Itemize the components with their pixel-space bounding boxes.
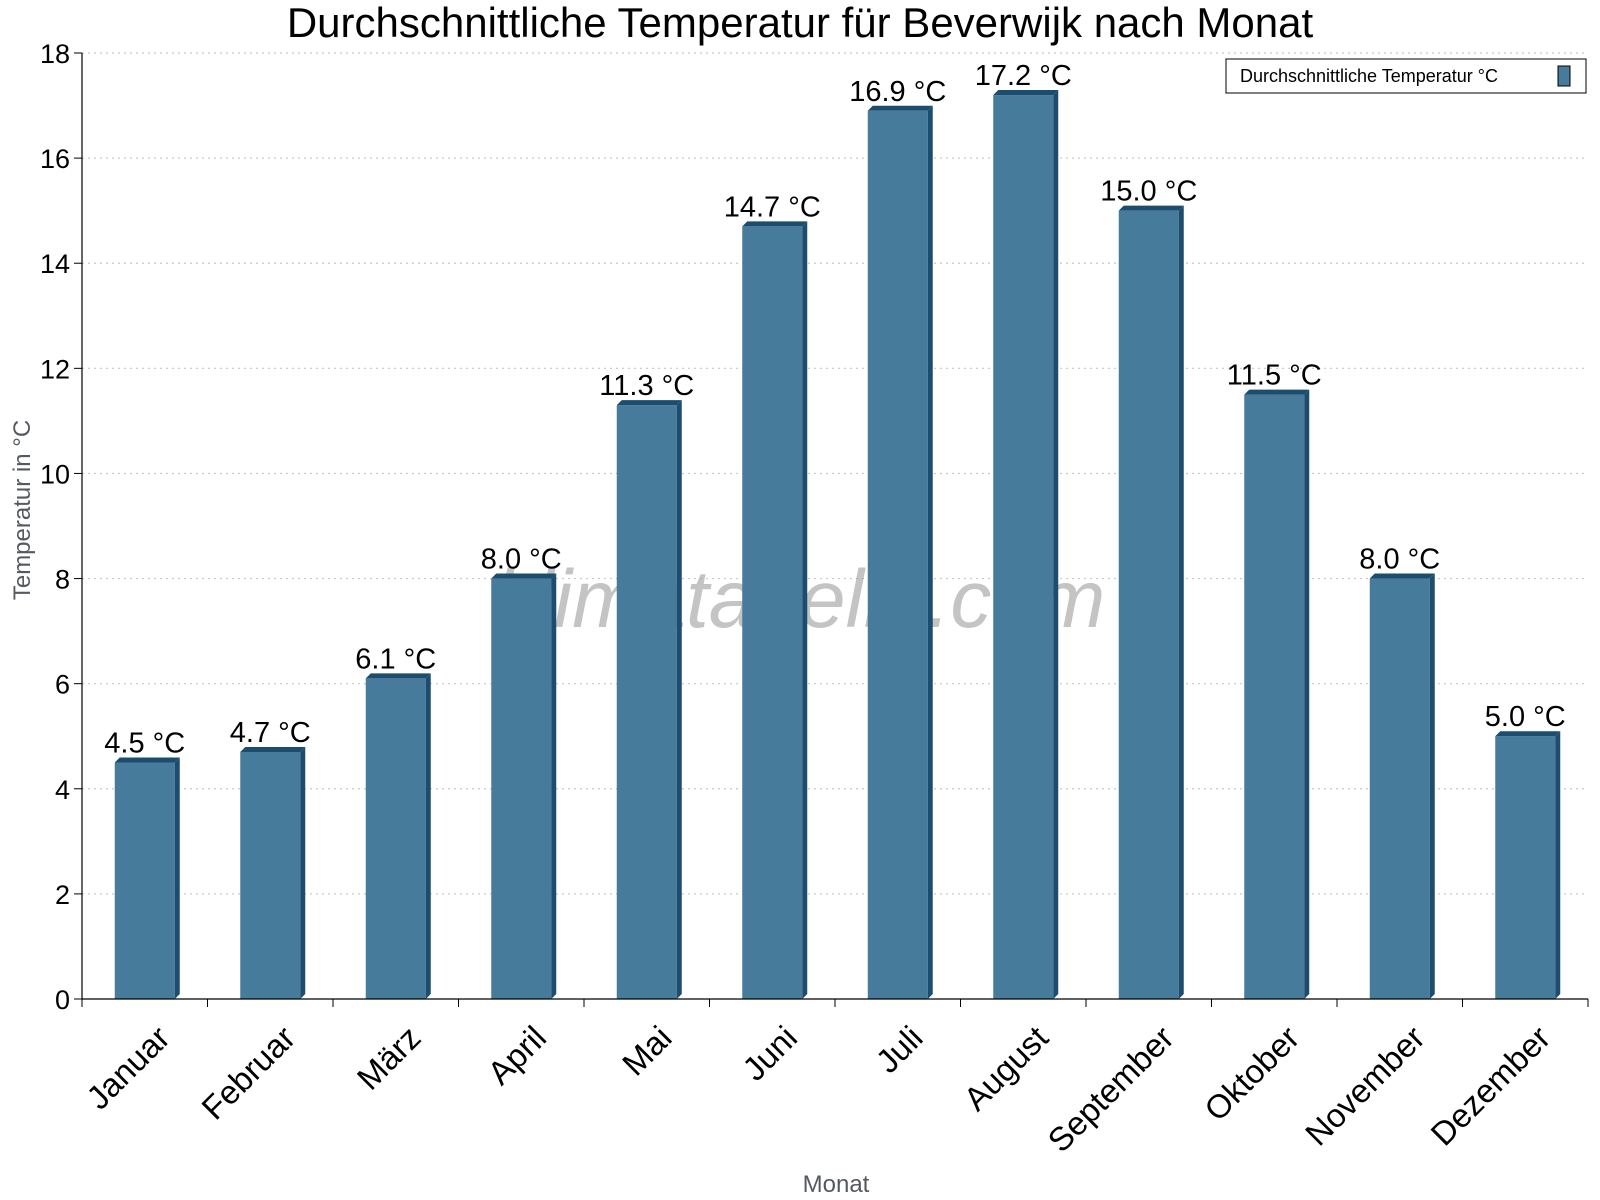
bar-side xyxy=(300,746,306,999)
bar-top xyxy=(491,573,557,579)
data-label: 4.7 °C xyxy=(230,717,311,749)
data-label: 8.0 °C xyxy=(481,544,562,576)
y-tick-label: 0 xyxy=(55,985,70,1015)
y-tick-label: 4 xyxy=(55,775,70,805)
data-label: 11.5 °C xyxy=(1227,360,1322,392)
y-tick-label: 10 xyxy=(40,459,70,489)
x-tick-labels: Januar Februar März April Mai Juni Juli AugustS… xyxy=(79,1019,1557,1159)
gridlines xyxy=(82,52,1588,895)
bar-top xyxy=(867,105,933,111)
x-tick-label: Februar xyxy=(194,1019,302,1127)
y-tick-label: 2 xyxy=(55,880,70,910)
x-tick-label: März xyxy=(350,1019,428,1097)
bar xyxy=(742,221,808,999)
y-tick-label: 14 xyxy=(40,249,70,279)
bar-face xyxy=(1118,210,1179,999)
bar-side xyxy=(1304,389,1310,1000)
y-tick-label: 18 xyxy=(40,39,70,69)
legend-box xyxy=(1225,58,1587,94)
bar-top xyxy=(1495,731,1561,737)
bar-side xyxy=(1429,573,1435,999)
bar xyxy=(867,105,933,1000)
bar-side xyxy=(1555,731,1561,999)
x-tick-label: Juni xyxy=(735,1019,804,1088)
x-tick-label: Januar xyxy=(79,1019,177,1117)
x-tick-label: April xyxy=(480,1019,553,1092)
bar-top xyxy=(616,400,682,406)
bar-side xyxy=(174,757,180,999)
legend-entry: Durchschnittliche Temperatur °C xyxy=(1240,66,1498,86)
x-tick-label: Dezember xyxy=(1423,1019,1557,1153)
bar xyxy=(1244,389,1310,1000)
y-tick-label: 12 xyxy=(40,354,70,384)
data-label: 8.0 °C xyxy=(1359,544,1440,576)
bar-top xyxy=(742,221,808,227)
bar-side xyxy=(425,673,431,999)
bar-face xyxy=(240,751,301,999)
data-label: 16.9 °C xyxy=(849,76,946,108)
bar xyxy=(993,90,1059,1000)
bar-face xyxy=(616,405,677,1000)
data-label: 14.7 °C xyxy=(724,191,821,223)
y-axis-label: Temperatur in °C xyxy=(9,420,36,600)
bar-top xyxy=(993,90,1059,96)
legend-swatch xyxy=(1557,65,1571,87)
bars xyxy=(114,90,1561,1000)
bar-side xyxy=(802,221,808,999)
bar xyxy=(365,673,431,999)
bar-face xyxy=(491,578,552,999)
legend: Durchschnittliche Temperatur °C xyxy=(1225,58,1587,94)
bar-top xyxy=(1244,389,1310,395)
bar-face xyxy=(1369,578,1430,999)
bar-side xyxy=(927,105,933,1000)
bar-top xyxy=(365,673,431,679)
data-label: 17.2 °C xyxy=(975,60,1072,92)
y-tick-label: 16 xyxy=(40,144,70,174)
data-label: 4.5 °C xyxy=(104,728,185,760)
bar-top xyxy=(114,757,180,763)
data-label: 15.0 °C xyxy=(1100,176,1197,208)
bar-top xyxy=(1118,205,1184,211)
x-tick-label: November xyxy=(1298,1019,1432,1153)
bar-face xyxy=(867,110,928,1000)
bar xyxy=(616,400,682,1000)
data-label: 11.3 °C xyxy=(599,370,694,402)
x-tick-label: August xyxy=(956,1019,1055,1118)
data-labels: 4.5 °C 4.7 °C 6.1 °C 8.0 °C 11.3 °C 14.7 °C 16… xyxy=(104,60,1565,759)
bar-side xyxy=(1178,205,1184,999)
axes xyxy=(74,52,1589,1007)
y-tick-label: 6 xyxy=(55,670,70,700)
bar-side xyxy=(1053,90,1059,1000)
bar-face xyxy=(1244,394,1305,1000)
bar-face xyxy=(114,762,175,999)
bar-side xyxy=(551,573,557,999)
bar-face xyxy=(993,95,1054,1000)
bar xyxy=(1118,205,1184,999)
bar xyxy=(240,746,306,999)
bar xyxy=(491,573,557,999)
x-tick-label: Mai xyxy=(615,1019,679,1083)
x-axis-label: Monat xyxy=(803,1171,870,1198)
x-tick-label: September xyxy=(1040,1019,1180,1159)
bar xyxy=(1495,731,1561,999)
bar-face xyxy=(742,226,803,999)
bar-side xyxy=(676,400,682,1000)
bar-face xyxy=(1495,736,1556,999)
bar xyxy=(1369,573,1435,999)
chart-title: Durchschnittliche Temperatur für Beverwi… xyxy=(287,0,1314,46)
x-tick-label: Oktober xyxy=(1197,1019,1306,1128)
bar-top xyxy=(240,746,306,752)
bar-top xyxy=(1369,573,1435,579)
data-label: 5.0 °C xyxy=(1485,701,1566,733)
data-label: 6.1 °C xyxy=(355,643,436,675)
y-tick-labels: 0 2 4 6 8 10 12 14 16 18 xyxy=(40,39,70,1015)
y-tick-label: 8 xyxy=(55,565,70,595)
bar-face xyxy=(365,678,426,999)
x-tick-label: Juli xyxy=(868,1019,929,1080)
bar xyxy=(114,757,180,999)
